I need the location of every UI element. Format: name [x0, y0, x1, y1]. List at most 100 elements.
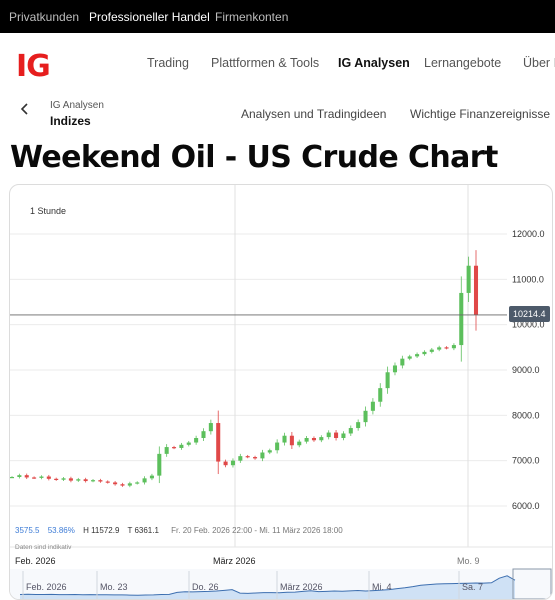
change-value: 3575.5	[15, 526, 40, 535]
y-tick-label: 10000.0	[512, 320, 545, 330]
candle-body	[216, 423, 221, 462]
candle-body	[54, 478, 59, 480]
main-nav: IG Trading Plattformen & Tools IG Analys…	[0, 33, 555, 95]
candle-body	[444, 347, 449, 349]
ig-logo[interactable]: IG	[16, 49, 51, 84]
breadcrumb-parent[interactable]: IG Analysen	[50, 100, 104, 111]
candle-body	[61, 478, 66, 480]
candle-body	[267, 450, 272, 453]
chart-stats: 3575.5 53.86% H 11572.9 T 6361.1 Fr. 20 …	[15, 526, 349, 535]
top-bar: Privatkunden Professioneller Handel Firm…	[0, 0, 555, 33]
candle-body	[120, 484, 125, 486]
topbar-professioneller-handel[interactable]: Professioneller Handel	[89, 10, 210, 24]
candle-body	[186, 442, 191, 445]
candle-body	[24, 475, 29, 478]
nav-ueber-ig[interactable]: Über IG	[523, 56, 555, 70]
candle-body	[437, 347, 442, 350]
nav-plattformen-tools[interactable]: Plattformen & Tools	[211, 56, 320, 70]
topbar-privatkunden[interactable]: Privatkunden	[9, 10, 80, 24]
candle-body	[194, 438, 199, 443]
candle-body	[105, 481, 110, 483]
candle-body	[334, 432, 339, 438]
chevron-left-icon[interactable]	[20, 102, 30, 121]
navigator-label: März 2026	[280, 582, 323, 592]
candle-body	[466, 265, 471, 293]
candle-body	[83, 479, 88, 482]
candle-body	[135, 482, 140, 484]
candle-body	[98, 480, 103, 482]
candle-body	[378, 388, 383, 402]
current-price-tag: 10214.4	[509, 306, 550, 322]
candle-body	[39, 476, 44, 478]
navigator-label: Sa. 7	[462, 582, 483, 592]
candle-body	[473, 265, 479, 315]
candle-body	[76, 479, 81, 481]
candle-body	[10, 476, 15, 479]
candle-body	[230, 460, 235, 466]
candle-body	[341, 433, 346, 438]
navigator-label: Do. 26	[192, 582, 219, 592]
navigator-label: Feb. 2026	[26, 582, 67, 592]
y-tick-label: 6000.0	[512, 501, 540, 511]
candle-body	[319, 437, 324, 441]
candle-body	[127, 483, 132, 486]
nav-trading[interactable]: Trading	[147, 56, 189, 70]
breadcrumb: IG Analysen Indizes Analysen und Trading…	[0, 95, 555, 132]
navigator-handle	[512, 568, 552, 599]
y-tick-label: 11000.0	[512, 274, 544, 284]
candle-body	[297, 441, 302, 446]
navigator-line	[19, 575, 516, 596]
candle-body	[46, 476, 51, 479]
subnav-wichtige-finanzereignisse[interactable]: Wichtige Finanzereignisse	[410, 107, 551, 121]
candle-body	[385, 372, 390, 389]
month-label: Feb. 2026	[15, 556, 56, 566]
price-chart[interactable]: 12000.0 11000.0 10000.0 9000.0 8000.0 7000.0 6…	[10, 185, 552, 599]
candle-body	[311, 438, 316, 441]
candle-body	[90, 480, 96, 482]
candle-body	[422, 351, 427, 355]
candle-body	[17, 475, 22, 477]
indicative-note: Daten sind indikativ	[15, 544, 72, 551]
candle-body	[326, 432, 331, 438]
candle-body	[142, 478, 147, 483]
y-tick-label: 8000.0	[512, 410, 540, 420]
candle-body	[223, 461, 228, 466]
candles	[10, 250, 479, 488]
navigator-label: Mo. 23	[100, 582, 128, 592]
chart-card[interactable]: 12000.0 11000.0 10000.0 9000.0 8000.0 7000.0 6…	[9, 184, 553, 600]
candle-body	[238, 456, 243, 461]
low-value: T 6361.1	[127, 526, 159, 535]
high-value: H 11572.9	[83, 526, 120, 535]
candle-body	[149, 475, 154, 479]
candle-body	[304, 438, 309, 442]
candle-body	[275, 442, 280, 451]
month-label: Mo. 9	[457, 556, 480, 566]
candle-body	[363, 410, 368, 423]
subnav-analysen-tradingideen[interactable]: Analysen und Tradingideen	[241, 107, 387, 121]
candle-body	[172, 447, 177, 449]
candle-body	[451, 345, 456, 349]
candle-body	[400, 358, 405, 366]
candle-body	[282, 435, 287, 443]
candle-body	[348, 428, 353, 434]
candle-body	[392, 365, 398, 373]
candle-body	[113, 482, 118, 485]
nav-ig-analysen[interactable]: IG Analysen	[338, 56, 410, 70]
candle-body	[370, 401, 375, 411]
candle-body	[260, 452, 265, 459]
breadcrumb-current: Indizes	[50, 114, 91, 128]
candle-body	[415, 354, 420, 357]
navigator-label: Mi. 4	[372, 582, 392, 592]
candle-body	[245, 456, 250, 458]
candle-body	[407, 356, 412, 359]
topbar-firmenkonten[interactable]: Firmenkonten	[215, 10, 289, 24]
page-title: Weekend Oil - US Crude Chart	[10, 140, 498, 175]
candle-body	[459, 292, 464, 346]
candle-body	[179, 444, 184, 448]
y-tick-label: 7000.0	[512, 456, 540, 466]
date-range: Fr. 20 Feb. 2026 22:00 - Mi. 11 März 202…	[171, 526, 343, 535]
interval-label[interactable]: 1 Stunde	[30, 206, 67, 216]
nav-lernangebote[interactable]: Lernangebote	[424, 56, 502, 70]
candle-body	[164, 447, 169, 454]
candle-body	[289, 435, 294, 446]
